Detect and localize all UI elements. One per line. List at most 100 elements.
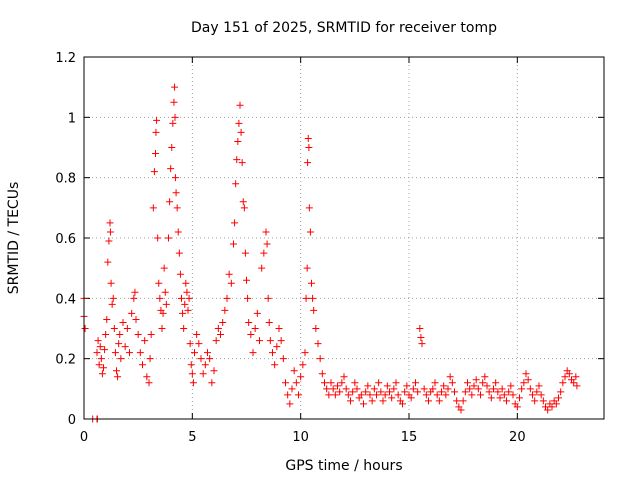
y-tick-label: 0.4 [55, 292, 76, 307]
data-point [223, 294, 231, 302]
data-point [208, 379, 216, 387]
data-point [81, 325, 89, 332]
data-point [464, 379, 471, 387]
data-point [288, 385, 296, 393]
data-point [168, 144, 176, 151]
data-point [150, 168, 158, 176]
data-point [131, 288, 139, 296]
x-tick-label: 10 [292, 430, 309, 445]
data-point [139, 361, 146, 369]
data-point [197, 355, 205, 363]
data-point [95, 361, 103, 369]
data-point [306, 228, 314, 236]
data-point [221, 306, 229, 314]
data-point [459, 397, 467, 405]
data-point [292, 379, 300, 387]
data-point [377, 388, 385, 396]
data-point [417, 334, 425, 342]
data-point [225, 270, 233, 278]
data-point [180, 325, 188, 332]
data-point [260, 249, 268, 257]
data-point [477, 391, 484, 399]
data-point [167, 165, 175, 173]
data-point [188, 370, 196, 378]
data-point [153, 116, 161, 124]
data-point [448, 379, 456, 387]
data-point [165, 234, 172, 242]
data-point [401, 388, 409, 396]
data-point [353, 385, 361, 393]
data-point [97, 355, 105, 363]
data-point [375, 379, 383, 387]
data-point [357, 391, 365, 399]
data-point [438, 388, 445, 396]
data-point [407, 394, 415, 402]
data-point [444, 385, 452, 393]
data-point [466, 385, 474, 393]
data-point [204, 349, 211, 357]
data-point [206, 355, 214, 363]
data-point [121, 343, 129, 351]
data-point [440, 382, 448, 390]
data-point [468, 391, 476, 399]
data-point [496, 394, 504, 402]
data-point [186, 340, 194, 348]
data-point [162, 300, 170, 308]
data-point [141, 337, 149, 345]
data-point [269, 349, 276, 357]
data-point [349, 388, 357, 396]
data-point [104, 258, 112, 266]
data-point [331, 391, 339, 399]
data-point [572, 373, 580, 381]
y-tick-label: 1.2 [55, 51, 76, 66]
data-point [232, 180, 240, 188]
data-point [420, 385, 428, 393]
data-point [344, 391, 352, 399]
data-point [297, 373, 305, 381]
data-point [431, 379, 439, 387]
data-point [273, 343, 281, 351]
data-point [286, 400, 294, 408]
data-point [136, 349, 144, 357]
data-point [115, 340, 123, 348]
data-point [107, 279, 115, 287]
data-point [494, 388, 502, 396]
data-point [535, 382, 543, 390]
data-point [109, 294, 117, 302]
data-point [161, 288, 169, 296]
y-tick-label: 0 [68, 413, 76, 428]
data-point [101, 346, 109, 354]
data-point [433, 391, 441, 399]
data-point [498, 385, 506, 393]
data-point [544, 406, 552, 414]
data-point [360, 400, 367, 408]
data-point [160, 264, 168, 272]
data-point [179, 309, 187, 317]
data-point [388, 394, 396, 402]
data-point [284, 391, 292, 399]
data-point [304, 134, 312, 142]
data-point [492, 379, 500, 387]
data-point [533, 388, 541, 396]
data-point [302, 294, 310, 302]
data-point [244, 294, 252, 302]
data-point [308, 279, 315, 287]
data-point [199, 370, 207, 378]
data-point [94, 337, 102, 345]
data-point [176, 270, 184, 278]
data-point [483, 382, 491, 390]
data-point [399, 400, 406, 408]
data-point [559, 379, 567, 387]
data-point [178, 294, 185, 302]
data-point [119, 318, 127, 326]
data-point [240, 204, 248, 212]
data-point [310, 306, 318, 314]
data-point [183, 288, 191, 296]
y-tick-label: 0.8 [55, 172, 76, 187]
data-point [557, 388, 565, 396]
data-point [103, 315, 111, 323]
data-point [132, 315, 140, 323]
data-point [262, 228, 270, 236]
data-point [479, 379, 487, 387]
data-point [509, 391, 517, 399]
